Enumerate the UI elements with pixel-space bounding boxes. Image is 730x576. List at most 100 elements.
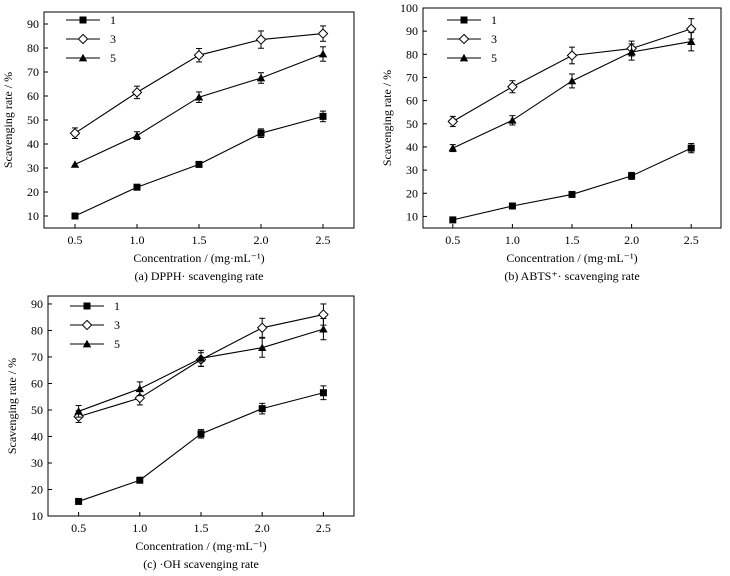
x-tick-label: 1.5 [194, 521, 209, 535]
data-point [258, 405, 266, 413]
series-3 [447, 18, 697, 128]
data-point [134, 392, 146, 404]
x-tick-label: 2.0 [255, 521, 270, 535]
y-tick-label: 10 [27, 209, 39, 223]
x-tick-label: 2.0 [254, 233, 269, 247]
data-point [687, 144, 695, 152]
data-point [71, 212, 79, 220]
legend-marker [77, 33, 89, 45]
data-point [319, 324, 328, 333]
data-point [508, 116, 517, 124]
data-point [256, 322, 268, 334]
data-point [317, 28, 329, 39]
data-point [131, 87, 143, 98]
y-tick-label: 90 [31, 297, 43, 311]
data-point [257, 129, 265, 137]
x-tick-label: 1.0 [132, 521, 147, 535]
data-point [135, 384, 144, 393]
y-tick-label: 90 [406, 24, 418, 38]
legend-label: 3 [110, 32, 116, 46]
chart-caption: (c) ·OH scavenging rate [143, 557, 259, 571]
data-point [318, 309, 329, 320]
legend-marker [79, 16, 87, 24]
legend-marker [82, 339, 92, 348]
data-point [628, 172, 636, 180]
legend-label: 1 [114, 299, 120, 313]
chart-caption: (b) ABTS⁺· scavenging rate [504, 269, 639, 283]
x-tick-label: 1.0 [130, 233, 145, 247]
legend: 1 3 5 [66, 13, 116, 65]
x-axis-label: Concentration / (mg·mL⁻¹) [506, 251, 637, 265]
data-point [568, 190, 576, 198]
data-point [567, 76, 577, 85]
series-1 [449, 142, 695, 224]
legend-marker [83, 302, 91, 310]
data-point [447, 116, 459, 127]
series-5 [448, 31, 696, 153]
y-axis-label: Scavenging rate / % [5, 358, 19, 454]
y-axis-label: Scavenging rate / % [380, 70, 394, 166]
legend: 1 3 5 [70, 299, 120, 351]
y-tick-label: 100 [400, 1, 418, 15]
y-tick-label: 70 [27, 65, 39, 79]
x-axis-label: Concentration / (mg·mL⁻¹) [133, 251, 264, 265]
legend-label: 1 [491, 13, 497, 27]
series-5 [70, 46, 328, 168]
data-point [136, 476, 144, 484]
data-point [195, 160, 203, 168]
y-tick-label: 20 [27, 185, 39, 199]
data-point [193, 49, 205, 61]
chart-panel-3: 0.5 1.0 1.5 2.0 2.5 10 20 30 40 50 60 70 80 90 Concent… [5, 295, 355, 571]
x-tick-label: 2.5 [316, 233, 331, 247]
plot-frame [43, 11, 355, 229]
x-tick-label: 0.5 [71, 521, 86, 535]
legend-marker [460, 16, 468, 24]
x-tick-label: 0.5 [68, 233, 83, 247]
data-point [194, 93, 204, 101]
y-tick-label: 60 [406, 94, 418, 108]
legend-marker [81, 319, 93, 331]
data-point [197, 430, 205, 438]
y-tick-label: 70 [406, 70, 418, 84]
data-point [627, 47, 636, 56]
y-tick-label: 30 [27, 161, 39, 175]
y-tick-label: 80 [31, 323, 43, 337]
legend-label: 3 [114, 318, 120, 332]
legend-marker [458, 33, 470, 45]
x-tick-label: 2.0 [624, 233, 639, 247]
y-tick-label: 10 [406, 209, 418, 223]
data-point [449, 216, 457, 224]
legend-label: 5 [114, 337, 120, 351]
data-point [258, 343, 267, 352]
x-tick-label: 1.0 [505, 233, 520, 247]
y-tick-label: 50 [27, 113, 39, 127]
legend-marker [459, 53, 469, 62]
data-point [319, 389, 327, 397]
legend-label: 5 [491, 51, 497, 65]
x-tick-label: 1.5 [192, 233, 207, 247]
series-line [78, 392, 324, 502]
series-5 [74, 318, 328, 418]
y-tick-label: 30 [31, 456, 43, 470]
data-point [508, 202, 516, 210]
data-point [75, 497, 83, 505]
x-tick-label: 1.5 [565, 233, 580, 247]
data-point [448, 143, 457, 152]
x-tick-label: 2.5 [316, 521, 331, 535]
y-tick-label: 70 [31, 350, 43, 364]
y-tick-label: 10 [31, 509, 43, 523]
legend-label: 3 [491, 32, 497, 46]
y-tick-label: 30 [406, 163, 418, 177]
y-tick-label: 40 [406, 140, 418, 154]
y-tick-label: 40 [27, 137, 39, 151]
data-point [69, 127, 81, 139]
data-point [132, 131, 142, 139]
y-tick-label: 60 [31, 376, 43, 390]
legend-marker [78, 53, 88, 62]
x-tick-label: 2.5 [684, 233, 699, 247]
data-point [318, 49, 328, 58]
y-tick-label: 20 [406, 186, 418, 200]
chart-caption: (a) DPPH· scavenging rate [135, 269, 264, 283]
y-tick-label: 20 [31, 482, 43, 496]
